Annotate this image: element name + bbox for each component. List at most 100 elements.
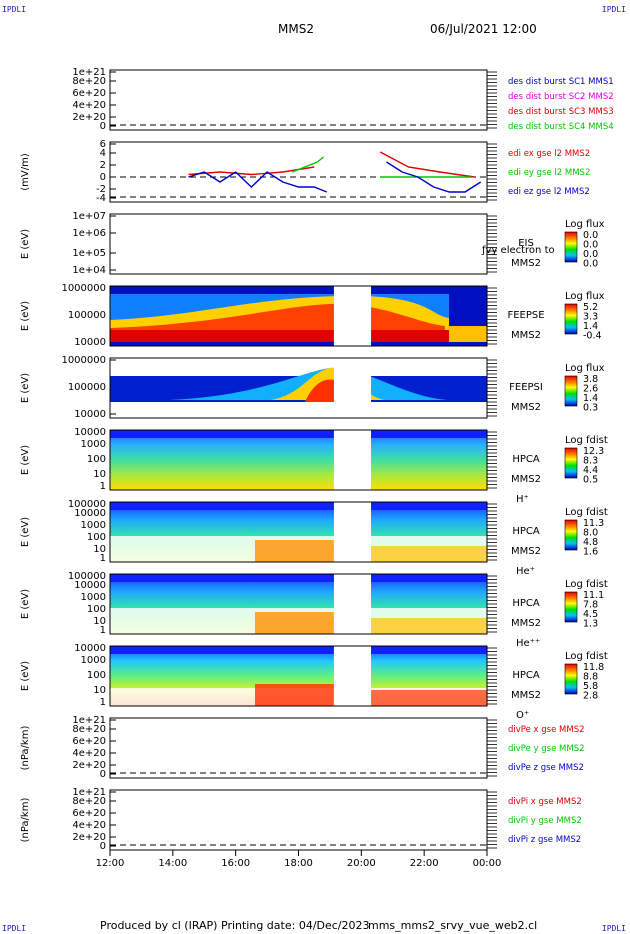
colorbar-tick-label: 4.5 bbox=[583, 609, 598, 620]
instrument-label: H⁺ bbox=[516, 494, 529, 505]
spectrogram-speckle bbox=[474, 372, 477, 376]
spectrogram-speckle bbox=[187, 372, 190, 376]
y-axis-label: E (eV) bbox=[20, 661, 31, 691]
y-tick-label: 1 bbox=[100, 697, 106, 708]
y-tick-label: 10000 bbox=[74, 337, 106, 348]
colorbar-title: Log fdist bbox=[565, 435, 608, 446]
y-tick-label: 1000 bbox=[81, 520, 106, 531]
data-gap bbox=[333, 574, 372, 634]
instrument-label: MMS2 bbox=[511, 690, 541, 701]
data-gap bbox=[333, 430, 372, 490]
spectrogram-speckle bbox=[425, 372, 428, 376]
spectrogram-speckle bbox=[467, 372, 470, 376]
y-tick-label: 10000 bbox=[74, 427, 106, 438]
spectrogram-speckle bbox=[152, 372, 155, 376]
colorbar-tick-label: 2.6 bbox=[583, 384, 598, 395]
spectrogram-fill bbox=[255, 612, 334, 634]
spectrogram-speckle bbox=[124, 372, 127, 376]
y-tick-label: 2e+20 bbox=[72, 112, 106, 123]
legend-entry: des dist burst SC3 MMS3 bbox=[508, 107, 614, 117]
instrument-label: MMS2 bbox=[511, 618, 541, 629]
colorbar-tick-label: 0.0 bbox=[583, 240, 598, 251]
spectrogram-fill bbox=[110, 330, 449, 342]
instrument-label: He⁺ bbox=[516, 566, 535, 577]
instrument-label: HPCA bbox=[512, 454, 540, 465]
instrument-label: He⁺⁺ bbox=[516, 638, 540, 649]
y-tick-label: 1000000 bbox=[61, 283, 106, 294]
colorbar-tick-label: 1.3 bbox=[583, 619, 598, 630]
y-tick-label: 4e+20 bbox=[72, 748, 106, 759]
corner-label-top-left: IPDLI bbox=[2, 5, 27, 14]
x-tick-label: 18:00 bbox=[284, 858, 313, 869]
y-tick-label: 1 bbox=[100, 625, 106, 636]
legend-entry: des dist burst SC1 MMS1 bbox=[508, 77, 614, 87]
instrument-label: MMS2 bbox=[511, 258, 541, 269]
colorbar-title: Log flux bbox=[565, 363, 605, 374]
colorbar bbox=[564, 375, 578, 407]
spectrogram-fill bbox=[255, 540, 334, 562]
colorbar-tick-label: 11.1 bbox=[583, 590, 604, 601]
colorbar bbox=[564, 303, 578, 335]
spectrogram-speckle bbox=[166, 372, 169, 376]
y-tick-label: 1000000 bbox=[61, 355, 106, 366]
x-tick-label: 22:00 bbox=[410, 858, 439, 869]
y-tick-label: 8e+20 bbox=[72, 724, 106, 735]
y-axis-label: E (eV) bbox=[20, 373, 31, 403]
y-tick-label: 100000 bbox=[68, 571, 106, 582]
x-tick-label: 12:00 bbox=[96, 858, 125, 869]
footer-produced-by: Produced by cl (IRAP) bbox=[100, 919, 218, 932]
colorbar-tick-label: 11.3 bbox=[583, 518, 604, 529]
colorbar bbox=[564, 519, 578, 551]
corner-label-bottom-right: IPDLI bbox=[601, 924, 626, 933]
spectrogram-speckle bbox=[460, 372, 463, 376]
y-tick-label: 2e+20 bbox=[72, 760, 106, 771]
panel-frame bbox=[109, 141, 488, 203]
panel-frame bbox=[109, 213, 488, 275]
colorbar-tick-label: -0.4 bbox=[583, 331, 602, 342]
series-line bbox=[188, 166, 315, 176]
y-tick-label: 1e+21 bbox=[72, 787, 106, 798]
spectrogram-fill bbox=[449, 326, 487, 342]
spectrogram-speckle bbox=[208, 372, 211, 376]
corner-label-top-right: IPDLI bbox=[601, 5, 626, 14]
legend-entry: edi ex gse l2 MMS2 bbox=[508, 149, 590, 159]
colorbar-tick-label: 8.8 bbox=[583, 672, 598, 683]
colorbar bbox=[564, 591, 578, 623]
colorbar bbox=[564, 447, 578, 479]
colorbar bbox=[564, 231, 578, 263]
colorbar-tick-label: 0.0 bbox=[583, 259, 598, 270]
y-tick-label: 1000 bbox=[81, 592, 106, 603]
y-tick-label: 1e+21 bbox=[72, 67, 106, 78]
colorbar-tick-label: 4.4 bbox=[583, 465, 598, 476]
colorbar-title: Log fdist bbox=[565, 579, 608, 590]
y-axis-label: E (eV) bbox=[20, 301, 31, 331]
colorbar-tick-label: 8.0 bbox=[583, 528, 598, 539]
spectrogram-fill bbox=[255, 684, 334, 706]
y-tick-label: 10000 bbox=[74, 580, 106, 591]
colorbar bbox=[564, 663, 578, 695]
y-tick-label: 0 bbox=[100, 121, 106, 132]
colorbar-tick-label: 11.8 bbox=[583, 662, 604, 673]
data-gap bbox=[333, 646, 372, 706]
y-tick-label: -2 bbox=[96, 184, 106, 195]
y-tick-label: 0 bbox=[100, 172, 106, 183]
y-tick-label: 1000 bbox=[81, 439, 106, 450]
spectrogram-fill bbox=[371, 546, 487, 562]
spectrogram-speckle bbox=[117, 372, 120, 376]
spectrogram-speckle bbox=[180, 372, 183, 376]
colorbar-tick-label: 5.2 bbox=[583, 302, 598, 313]
y-tick-label: 100 bbox=[87, 454, 106, 465]
series-line bbox=[386, 161, 482, 193]
instrument-label: O⁺ bbox=[516, 710, 529, 721]
spectrogram-speckle bbox=[159, 372, 162, 376]
colorbar-title: Log fdist bbox=[565, 507, 608, 518]
spectrogram-fill bbox=[371, 690, 487, 706]
legend-entry: divPe z gse MMS2 bbox=[508, 763, 584, 773]
spectrogram-speckle bbox=[222, 372, 225, 376]
